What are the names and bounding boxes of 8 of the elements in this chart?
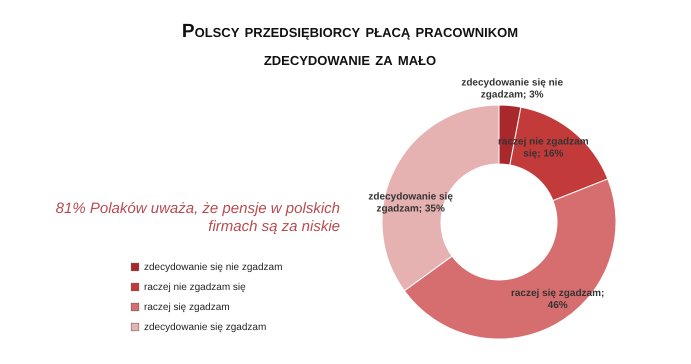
legend-label: zdecydowanie się zgadzam (144, 322, 266, 333)
chart-title: Polscy przedsiębiorcy płacą pracownikom zdecydowanie za mało (180, 20, 520, 72)
legend-label: raczej się zgadzam (144, 302, 230, 313)
text: 81% Polaków uważa, że pensje w polskich firmach są za niskie (54, 200, 340, 236)
data-label: zdecydowanie się zgadzam; 35% (368, 191, 454, 214)
legend-label: raczej nie zgadzam się (144, 282, 246, 293)
legend-label: zdecydowanie się nie zgadzam (144, 262, 282, 273)
data-label: zdecydowanie się nie zgadzam; 3% (461, 78, 564, 101)
